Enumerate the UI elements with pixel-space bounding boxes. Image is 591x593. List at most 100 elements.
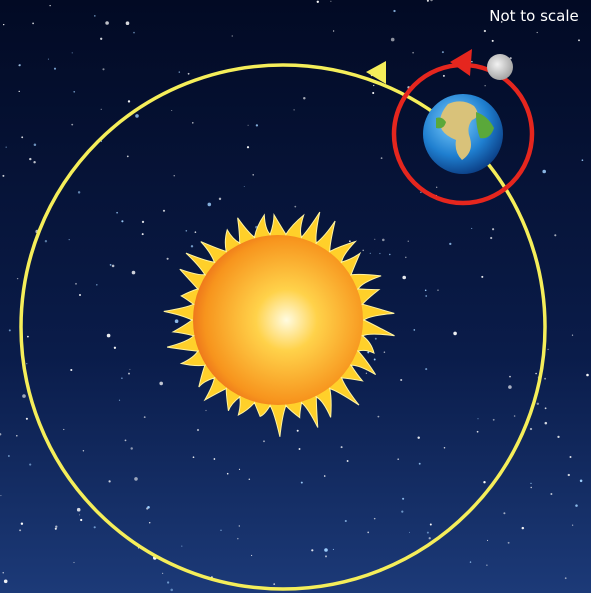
star — [429, 537, 431, 539]
star — [545, 407, 547, 409]
star — [557, 436, 559, 438]
star — [522, 527, 524, 529]
star — [247, 146, 249, 148]
star — [487, 540, 488, 541]
star — [127, 156, 129, 158]
star — [531, 487, 532, 488]
star — [317, 1, 319, 3]
star — [349, 240, 351, 242]
star — [205, 410, 206, 411]
star — [175, 319, 179, 323]
star — [402, 498, 404, 500]
earth — [423, 94, 503, 174]
star — [389, 254, 390, 255]
star — [442, 51, 444, 53]
star — [244, 186, 245, 187]
star — [333, 30, 334, 31]
star — [425, 295, 427, 297]
star — [167, 258, 169, 260]
star — [471, 61, 472, 62]
star — [9, 329, 11, 331]
star — [107, 334, 111, 338]
star — [391, 38, 395, 42]
star — [83, 450, 84, 451]
star — [366, 373, 367, 374]
star — [492, 228, 494, 230]
star — [293, 109, 294, 110]
star — [19, 529, 21, 531]
star — [444, 447, 446, 449]
star — [397, 458, 399, 460]
star — [299, 448, 301, 450]
star — [16, 435, 18, 437]
star — [108, 480, 110, 482]
star — [374, 359, 376, 361]
star — [170, 589, 173, 592]
star — [419, 463, 421, 465]
star — [485, 85, 486, 86]
star — [374, 518, 376, 520]
star — [142, 221, 144, 223]
star — [486, 565, 487, 566]
star — [470, 561, 471, 562]
star — [121, 377, 123, 379]
star — [545, 422, 548, 425]
star — [71, 124, 73, 126]
star — [530, 483, 531, 484]
star — [572, 525, 573, 526]
star — [530, 428, 532, 430]
star — [490, 237, 492, 239]
star — [263, 440, 265, 442]
star — [572, 335, 573, 336]
star — [373, 85, 374, 86]
star — [252, 174, 253, 175]
star — [132, 271, 136, 275]
star — [33, 161, 35, 163]
star — [578, 39, 580, 41]
moon — [487, 54, 513, 80]
star — [181, 546, 182, 547]
star — [126, 21, 130, 25]
star — [311, 549, 313, 551]
star — [427, 532, 429, 534]
star — [129, 369, 130, 370]
star — [425, 290, 427, 292]
star — [219, 198, 221, 200]
star — [544, 378, 546, 380]
star — [239, 525, 240, 526]
star — [402, 276, 406, 280]
star — [2, 175, 4, 177]
star — [94, 526, 96, 528]
star — [128, 100, 130, 102]
star — [375, 338, 377, 340]
star — [142, 233, 144, 235]
star — [325, 555, 327, 557]
star — [29, 158, 31, 160]
star — [186, 230, 188, 232]
star — [110, 264, 112, 266]
star — [503, 512, 505, 514]
star — [26, 418, 28, 420]
star — [134, 477, 138, 481]
star — [372, 92, 374, 94]
star — [197, 429, 199, 431]
star — [114, 347, 116, 349]
star — [483, 481, 485, 483]
star — [586, 374, 589, 377]
star — [45, 240, 47, 242]
star — [227, 473, 229, 475]
star — [554, 234, 556, 236]
star — [179, 71, 180, 72]
star — [75, 283, 77, 285]
star — [508, 385, 512, 389]
star — [167, 581, 169, 583]
star — [367, 532, 369, 534]
star — [19, 91, 20, 92]
star — [324, 548, 328, 552]
star — [101, 109, 102, 110]
star — [208, 203, 212, 207]
scale-note: Not to scale — [489, 7, 579, 25]
star — [193, 456, 195, 458]
star — [477, 418, 478, 419]
star — [382, 239, 385, 242]
